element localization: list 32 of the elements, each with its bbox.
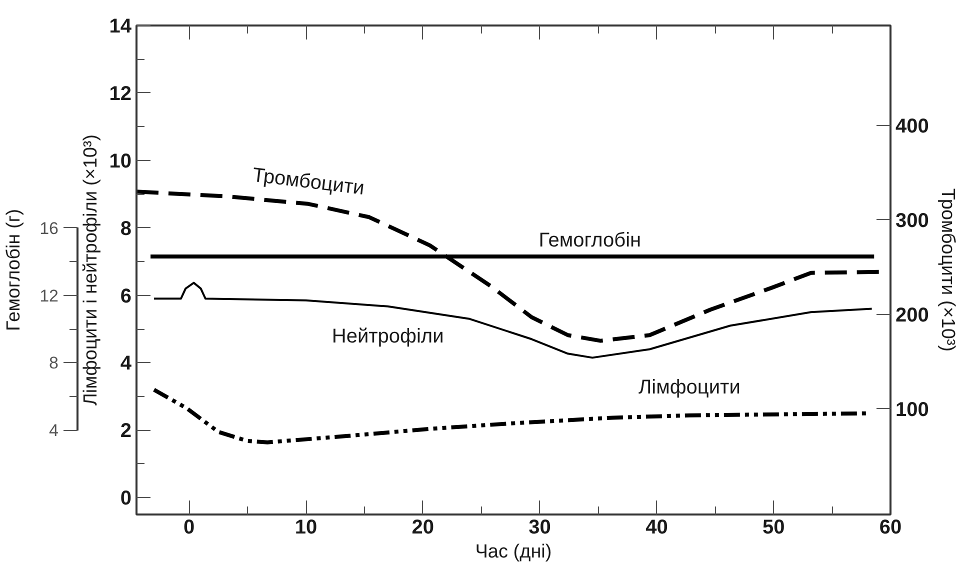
y3-tick-label: 4 xyxy=(49,421,59,440)
text: Тромбоцити xyxy=(251,164,366,200)
y-tick-label: 12 xyxy=(109,82,132,105)
y-tick-label: 8 xyxy=(120,218,132,240)
x-axis-title: Час (дні) xyxy=(475,542,552,562)
y-tick-label: 0 xyxy=(120,488,132,510)
line-series xyxy=(153,282,873,359)
x-tick-label: 20 xyxy=(412,516,434,538)
x-tick-label: 0 xyxy=(184,516,195,538)
y2-tick-label: 100 xyxy=(896,398,929,421)
y-tick-label: 2 xyxy=(120,420,132,442)
y2-tick-label: 300 xyxy=(896,210,929,232)
series-label: Лімфоцити xyxy=(638,376,740,398)
y-tick-label: 14 xyxy=(109,16,132,38)
x-tick-label: 10 xyxy=(294,516,318,538)
y3-tick-label: 12 xyxy=(40,286,59,306)
y3-tick-label: 8 xyxy=(49,354,59,373)
series-label: Нейтрофіли xyxy=(332,325,444,348)
series-label: Гемоглобін xyxy=(538,230,642,252)
y3-tick-label: 16 xyxy=(40,218,59,238)
y2-tick-label: 400 xyxy=(896,116,929,138)
y-tick-label: 10 xyxy=(109,150,132,172)
y-axis-title: Лімфоцити і нейтрофіли (×10³) xyxy=(80,134,102,406)
x-tick-label: 50 xyxy=(762,516,785,538)
x-tick-label: 30 xyxy=(528,516,551,538)
y2-tick-label: 200 xyxy=(896,304,929,326)
y3-axis-title: Гемоглобін (г) xyxy=(4,208,25,332)
y-tick-label: 6 xyxy=(120,285,132,308)
y2-axis-title: Тромбоцити (×10³) xyxy=(936,188,958,352)
x-tick-label: 40 xyxy=(646,516,668,538)
x-tick-label: 60 xyxy=(879,516,902,538)
y-tick-label: 4 xyxy=(120,352,132,375)
